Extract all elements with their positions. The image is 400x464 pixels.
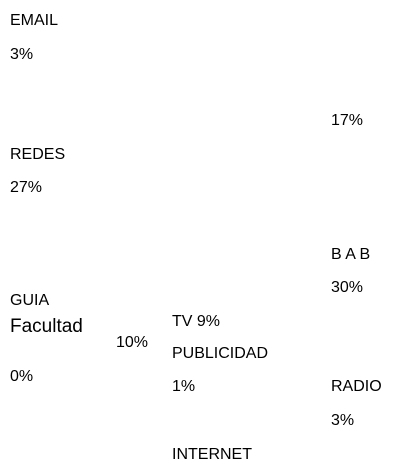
label: 3% (10, 46, 34, 63)
label: EMAIL (10, 12, 59, 29)
label: 10% (116, 334, 149, 351)
label: Facultad (10, 316, 83, 337)
label: 1% (172, 378, 196, 395)
label: PUBLICIDAD (172, 345, 269, 362)
label: 0% (10, 368, 34, 385)
label: TV 9% (172, 313, 221, 330)
label: 3% (331, 412, 355, 429)
label: 27% (10, 179, 43, 196)
label: 30% (331, 279, 364, 296)
label: RADIO (331, 378, 382, 395)
label: 17% (331, 112, 364, 129)
label: GUIA (10, 292, 50, 309)
label: REDES (10, 146, 66, 163)
label: B A B (331, 246, 371, 263)
label: INTERNET (172, 446, 252, 463)
